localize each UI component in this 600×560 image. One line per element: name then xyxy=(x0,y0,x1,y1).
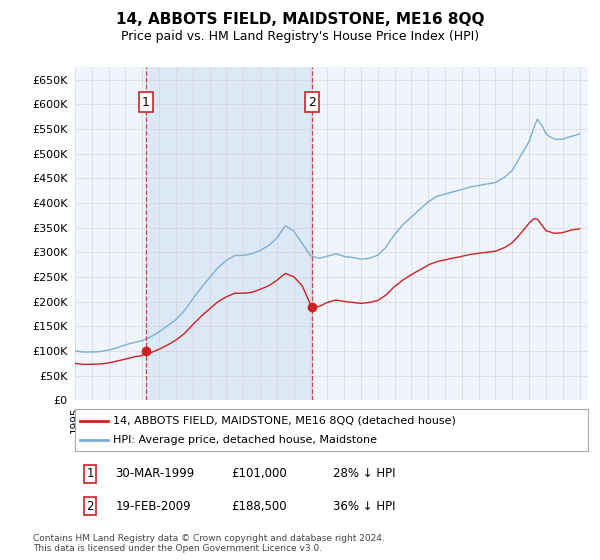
Text: 2: 2 xyxy=(86,500,94,513)
Text: 1: 1 xyxy=(142,96,149,109)
Text: HPI: Average price, detached house, Maidstone: HPI: Average price, detached house, Maid… xyxy=(113,435,377,445)
Text: 36% ↓ HPI: 36% ↓ HPI xyxy=(333,500,395,513)
Text: £188,500: £188,500 xyxy=(231,500,287,513)
Text: 2: 2 xyxy=(308,96,316,109)
Text: Contains HM Land Registry data © Crown copyright and database right 2024.
This d: Contains HM Land Registry data © Crown c… xyxy=(33,534,385,553)
Text: 19-FEB-2009: 19-FEB-2009 xyxy=(115,500,191,513)
Text: 14, ABBOTS FIELD, MAIDSTONE, ME16 8QQ: 14, ABBOTS FIELD, MAIDSTONE, ME16 8QQ xyxy=(116,12,484,27)
Text: 30-MAR-1999: 30-MAR-1999 xyxy=(115,467,194,480)
Text: Price paid vs. HM Land Registry's House Price Index (HPI): Price paid vs. HM Land Registry's House … xyxy=(121,30,479,43)
Text: 1: 1 xyxy=(86,467,94,480)
Text: 28% ↓ HPI: 28% ↓ HPI xyxy=(333,467,395,480)
Bar xyxy=(146,67,312,400)
Text: £101,000: £101,000 xyxy=(231,467,287,480)
Text: 14, ABBOTS FIELD, MAIDSTONE, ME16 8QQ (detached house): 14, ABBOTS FIELD, MAIDSTONE, ME16 8QQ (d… xyxy=(113,416,457,426)
